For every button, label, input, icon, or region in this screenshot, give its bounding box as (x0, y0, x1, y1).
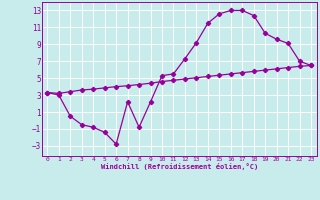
X-axis label: Windchill (Refroidissement éolien,°C): Windchill (Refroidissement éolien,°C) (100, 163, 258, 170)
